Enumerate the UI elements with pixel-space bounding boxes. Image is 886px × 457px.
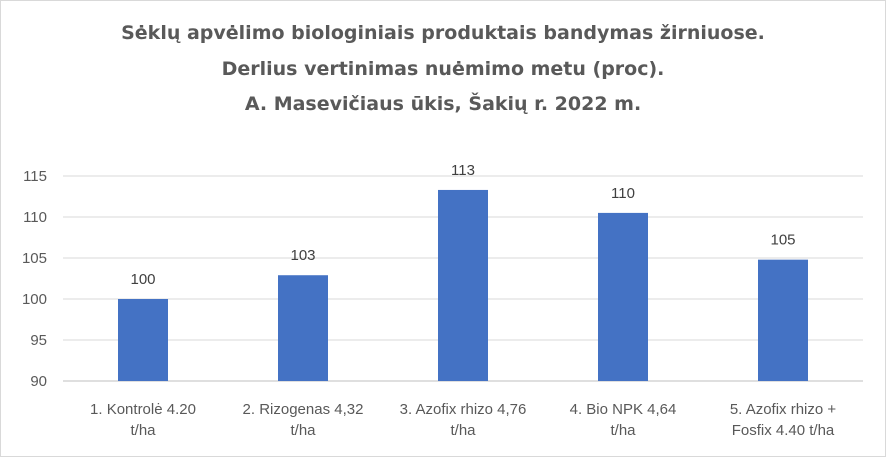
bar bbox=[438, 189, 488, 381]
x-tick-label: 4. Bio NPK 4,64 bbox=[570, 401, 677, 418]
y-tick-label: 95 bbox=[30, 332, 47, 349]
y-tick-label: 115 bbox=[23, 168, 47, 185]
bar bbox=[278, 275, 328, 381]
bar bbox=[118, 299, 168, 381]
bar bbox=[758, 259, 808, 381]
y-tick-label: 100 bbox=[22, 291, 47, 308]
x-tick-label: t/ha bbox=[610, 422, 636, 439]
bar bbox=[598, 212, 648, 381]
x-tick-label: 5. Azofix rhizo + bbox=[730, 401, 837, 418]
x-tick-label: 3. Azofix rhizo 4,76 bbox=[400, 401, 527, 418]
x-tick-label: 2. Rizogenas 4,32 bbox=[243, 401, 364, 418]
data-label: 105 bbox=[770, 232, 795, 249]
data-label: 110 bbox=[611, 185, 635, 202]
chart-title-line-2: Derlius vertinimas nuėmimo metu (proc). bbox=[221, 58, 665, 80]
data-label: 113 bbox=[451, 162, 475, 179]
data-label: 100 bbox=[130, 271, 155, 288]
y-tick-label: 105 bbox=[22, 250, 47, 267]
data-label: 103 bbox=[290, 247, 315, 264]
x-tick-label: t/ha bbox=[450, 422, 476, 439]
x-tick-label: t/ha bbox=[130, 422, 156, 439]
chart-title-line-3: A. Masevičiaus ūkis, Šakių r. 2022 m. bbox=[244, 93, 642, 115]
y-tick-label: 90 bbox=[30, 373, 47, 390]
x-tick-label: Fosfix 4.40 t/ha bbox=[732, 422, 835, 439]
y-tick-label: 110 bbox=[23, 209, 47, 226]
chart-title-line-1: Sėklų apvėlimo biologiniais produktais b… bbox=[121, 22, 765, 44]
x-tick-label: 1. Kontrolė 4.20 bbox=[90, 401, 196, 418]
x-tick-label: t/ha bbox=[290, 422, 316, 439]
